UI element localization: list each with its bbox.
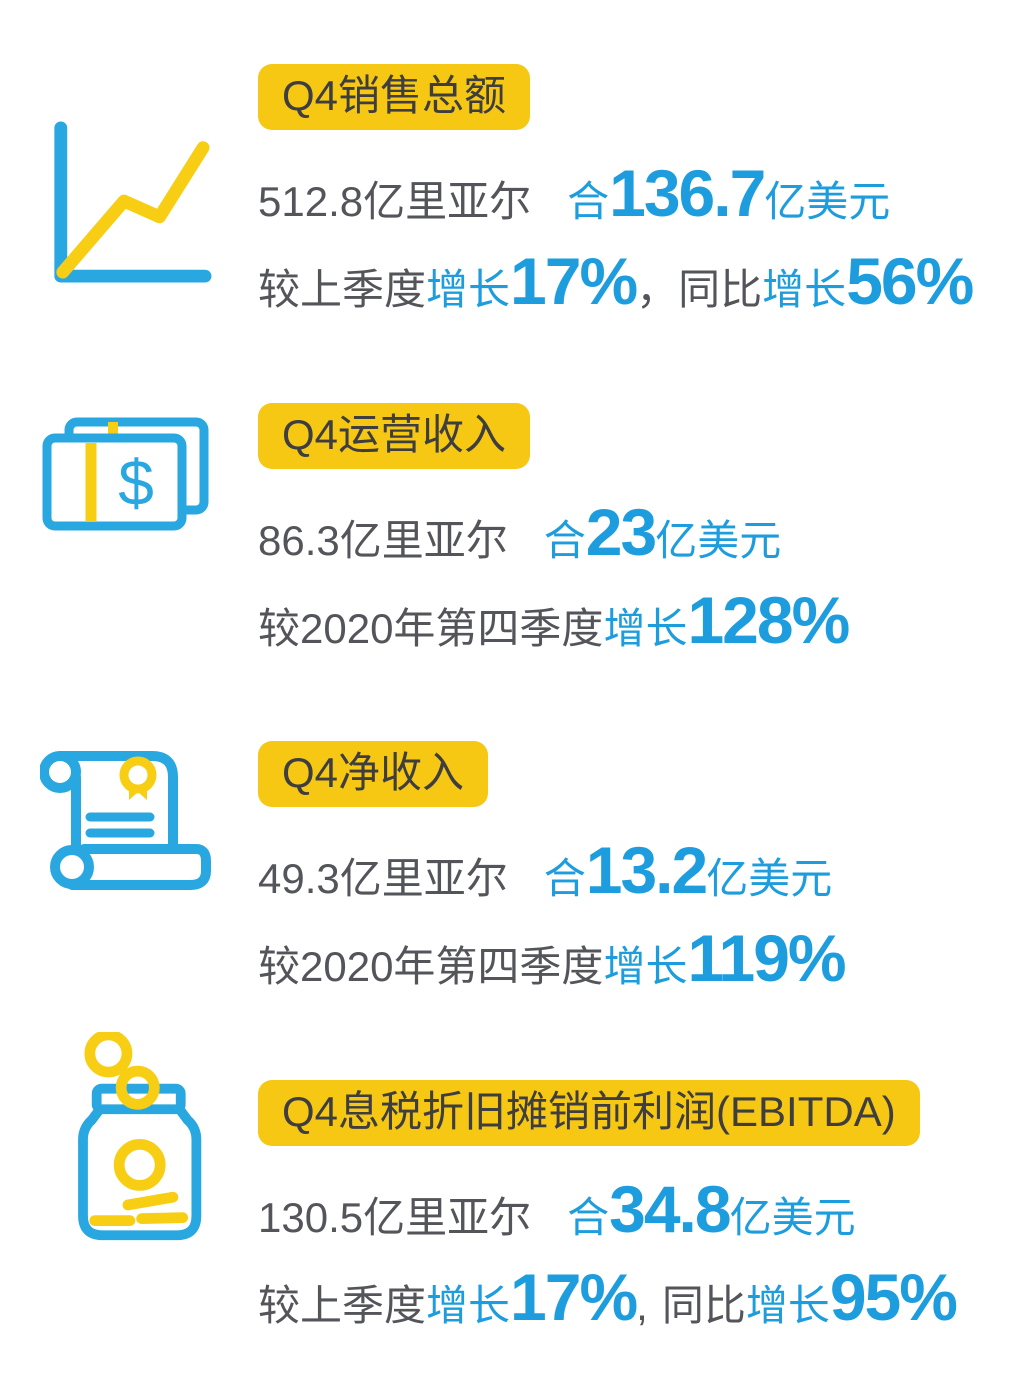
equals-label: 合 — [543, 855, 586, 903]
section-title-badge: Q4息税折旧摊销前利润(EBITDA) — [258, 1079, 920, 1146]
equals-label: 合 — [567, 1193, 610, 1241]
qoq-label: 较上季度 — [258, 1282, 427, 1330]
local-currency-value: 130.5亿里亚尔 — [258, 1193, 532, 1241]
value-line: 86.3亿里亚尔 合 23 亿美元 — [258, 499, 1006, 565]
section-title-badge: Q4运营收入 — [258, 402, 531, 469]
scroll-certificate-icon — [34, 737, 218, 992]
qoq-growth-value: 17% — [510, 1260, 638, 1335]
growth-line: 较上季度 增长 17% ， 同比 增长 56% — [258, 248, 1006, 314]
yoy-label: 同比 — [661, 1282, 746, 1330]
qoq-growth-value: 17% — [510, 244, 638, 319]
yoy-quarter-label: 较2020年第四季度 — [258, 943, 604, 991]
line-chart-icon-svg — [54, 121, 212, 283]
scroll-certificate-icon-svg — [40, 751, 211, 891]
local-currency-value: 512.8亿里亚尔 — [258, 178, 532, 225]
section-total-sales: Q4销售总额 512.8亿里亚尔 合 136.7 亿美元 较上季度 增长 17%… — [34, 64, 1006, 315]
section-content: Q4净收入 49.3亿里亚尔 合 13.2 亿美元 较2020年第四季度 增长 … — [258, 741, 1006, 992]
growth-label: 增长 — [745, 1282, 830, 1330]
local-currency-value: 86.3亿里亚尔 — [258, 516, 508, 564]
section-operating-income: $ Q4运营收入 86.3亿里亚尔 合 23 亿美元 较2020年第四季度 增长… — [34, 402, 1006, 654]
growth-value: 119% — [687, 921, 846, 996]
growth-line: 较上季度 增长 17% , 同比 增长 95% — [258, 1264, 1006, 1330]
usd-unit-label: 亿美元 — [706, 855, 833, 903]
line-chart-icon — [34, 120, 218, 315]
svg-text:$: $ — [118, 447, 154, 519]
yoy-growth-value: 56% — [846, 244, 974, 319]
growth-line: 较2020年第四季度 增长 128% — [258, 587, 1006, 653]
growth-label: 增长 — [426, 266, 511, 314]
growth-line: 较2020年第四季度 增长 119% — [258, 925, 1006, 991]
yoy-growth-value: 95% — [829, 1260, 958, 1335]
section-content: Q4销售总额 512.8亿里亚尔 合 136.7 亿美元 较上季度 增长 17%… — [258, 64, 1006, 315]
value-line: 49.3亿里亚尔 合 13.2 亿美元 — [258, 837, 1006, 903]
banknotes-icon: $ — [34, 417, 218, 654]
yoy-quarter-label: 较2020年第四季度 — [258, 604, 604, 652]
section-net-income: Q4净收入 49.3亿里亚尔 合 13.2 亿美元 较2020年第四季度 增长 … — [34, 741, 1006, 992]
growth-value: 128% — [687, 582, 850, 657]
equals-label: 合 — [543, 516, 586, 564]
equals-label: 合 — [567, 178, 610, 225]
value-line: 512.8亿里亚尔 合 136.7 亿美元 — [258, 160, 1006, 226]
growth-label: 增长 — [762, 266, 847, 314]
section-content: Q4运营收入 86.3亿里亚尔 合 23 亿美元 较2020年第四季度 增长 1… — [258, 402, 1006, 654]
section-content: Q4息税折旧摊销前利润(EBITDA) 130.5亿里亚尔 合 34.8 亿美元… — [258, 1079, 1006, 1331]
usd-unit-label: 亿美元 — [655, 516, 782, 564]
coin-jar-icon-svg — [78, 1031, 202, 1240]
qoq-label: 较上季度 — [258, 266, 427, 314]
comma: , — [636, 1282, 648, 1330]
usd-value: 13.2 — [585, 833, 708, 908]
section-ebitda: Q4息税折旧摊销前利润(EBITDA) 130.5亿里亚尔 合 34.8 亿美元… — [34, 1031, 1006, 1331]
yoy-label: 同比 — [678, 266, 763, 314]
comma: ， — [636, 266, 679, 314]
usd-unit-label: 亿美元 — [729, 1193, 856, 1241]
coin-jar-icon — [34, 1031, 218, 1331]
usd-value: 23 — [585, 494, 657, 569]
usd-value: 136.7 — [609, 156, 766, 230]
section-title-badge: Q4净收入 — [258, 741, 489, 808]
growth-label: 增长 — [603, 604, 688, 652]
section-title-badge: Q4销售总额 — [258, 64, 531, 130]
growth-label: 增长 — [603, 943, 688, 991]
local-currency-value: 49.3亿里亚尔 — [258, 855, 508, 903]
usd-unit-label: 亿美元 — [764, 178, 891, 225]
banknotes-icon-svg: $ — [42, 417, 208, 531]
growth-label: 增长 — [426, 1282, 511, 1330]
value-line: 130.5亿里亚尔 合 34.8 亿美元 — [258, 1176, 1006, 1242]
usd-value: 34.8 — [609, 1171, 731, 1246]
